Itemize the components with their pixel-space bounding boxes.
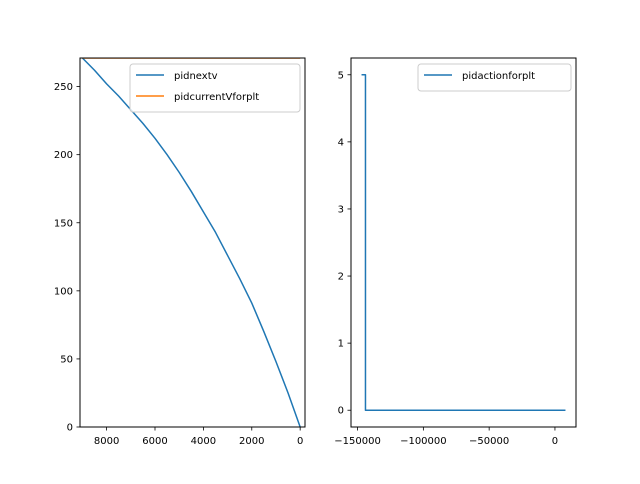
right-plot-x-tick-label: −150000 <box>334 436 381 447</box>
left-plot-x-tick-label: 2000 <box>239 436 264 447</box>
right-plot-x-tick-label: −50000 <box>469 436 509 447</box>
right-plot-y-tick-label: 5 <box>338 70 344 81</box>
left-plot-x-tick-label: 0 <box>297 436 303 447</box>
left-plot-y-tick-label: 0 <box>67 423 73 434</box>
right-plot-series-0-line <box>361 74 566 411</box>
right-plot-y-tick-label: 2 <box>338 272 344 283</box>
right-plot-legend: pidactionforplt <box>417 63 572 92</box>
left-plot-y-tick-label: 150 <box>54 218 73 229</box>
right-plot-y-tick-label: 0 <box>338 406 344 417</box>
left-plot-frame <box>79 57 306 428</box>
left-plot-y-tick-label: 200 <box>54 150 73 161</box>
right-plot-frame <box>350 57 577 428</box>
left-plot-x-tick-label: 8000 <box>94 436 119 447</box>
right-plot-x-tick-label: −100000 <box>400 436 447 447</box>
right-plot-y-tick-label: 1 <box>338 339 344 350</box>
right-plot-y-ticks: 0 1 2 3 4 5 <box>338 70 351 417</box>
right-plot-x-tick-label: 0 <box>552 436 558 447</box>
right-plot-legend-label: pidactionforplt <box>462 71 535 82</box>
right-plot-y-tick-label: 3 <box>338 204 344 215</box>
left-plot-legend-box <box>129 63 301 113</box>
right-plot-panel: −150000 −100000 −50000 0 0 1 2 3 4 5 pidactionfo… <box>334 57 577 447</box>
right-plot-x-ticks: −150000 −100000 −50000 0 <box>334 427 558 447</box>
left-plot-y-tick-label: 250 <box>54 82 73 93</box>
left-plot-x-ticks: 8000 6000 4000 2000 0 <box>94 427 303 447</box>
left-plot-x-tick-label: 6000 <box>142 436 167 447</box>
right-plot-legend-box <box>417 63 572 92</box>
left-plot-legend-label: pidcurrentVforplt <box>174 92 259 103</box>
left-plot-legend: pidnextv pidcurrentVforplt <box>129 63 301 113</box>
left-plot-y-tick-label: 100 <box>54 286 73 297</box>
left-plot-x-tick-label: 4000 <box>191 436 216 447</box>
left-plot-panel: 8000 6000 4000 2000 0 0 50 100 150 200 250 pidnex… <box>54 57 306 447</box>
left-plot-y-tick-label: 50 <box>60 354 73 365</box>
right-plot-y-tick-label: 4 <box>338 137 344 148</box>
left-plot-y-ticks: 0 50 100 150 200 250 <box>54 82 80 434</box>
left-plot-series <box>81 58 301 427</box>
left-plot-legend-label: pidnextv <box>174 71 218 82</box>
left-plot-series-0-line <box>81 58 301 427</box>
right-plot-series <box>361 74 566 411</box>
